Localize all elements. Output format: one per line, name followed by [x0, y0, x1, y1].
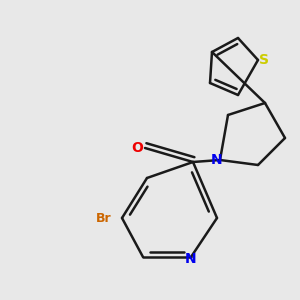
Text: Br: Br — [96, 212, 112, 224]
Text: N: N — [211, 153, 223, 167]
Text: S: S — [259, 53, 269, 67]
Text: N: N — [185, 252, 197, 266]
Text: O: O — [131, 141, 143, 155]
